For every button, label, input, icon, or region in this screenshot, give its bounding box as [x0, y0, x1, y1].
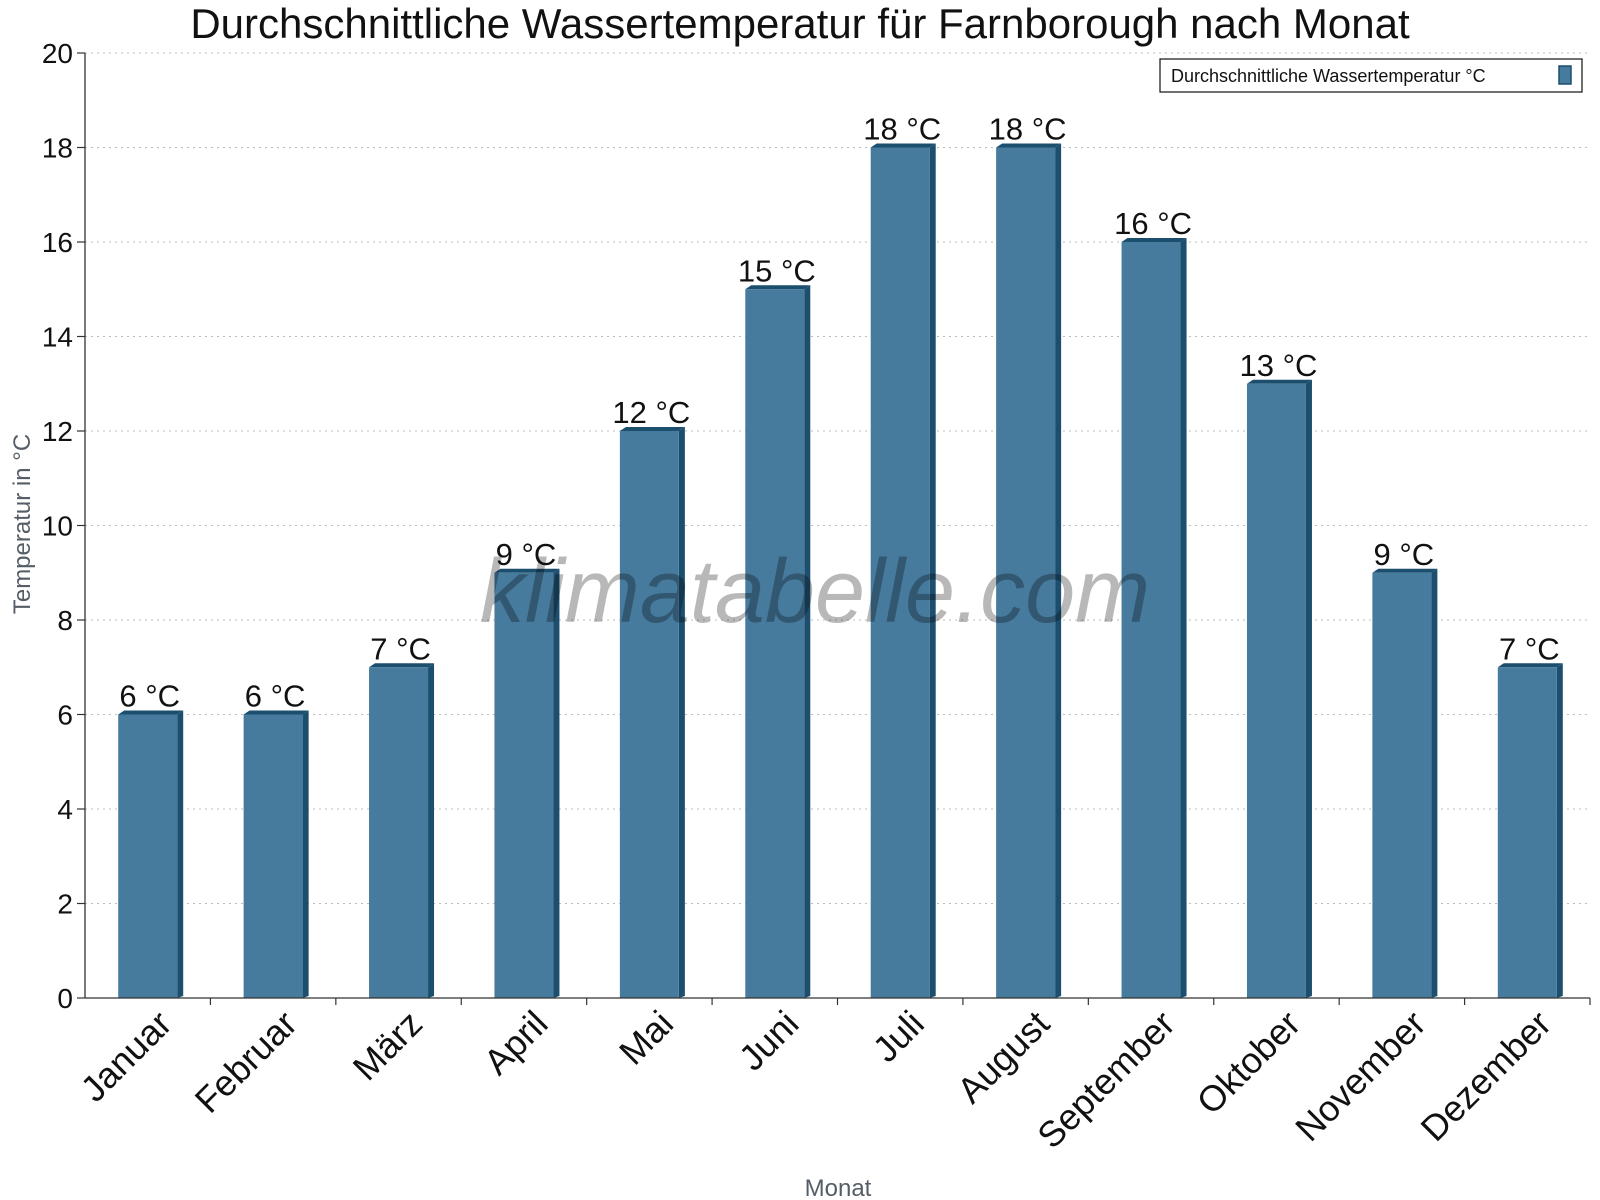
bar-side: [428, 663, 435, 998]
data-label: 9 °C: [496, 537, 557, 572]
x-axis-ticks: Januar Februar März April Mai Juni Juli AugustS…: [73, 1003, 1559, 1157]
bar-side: [1180, 238, 1187, 998]
x-tick-label: Januar: [73, 1003, 180, 1110]
bar-side: [678, 427, 685, 998]
bar-top: [870, 143, 936, 148]
bar-top: [369, 663, 435, 668]
y-tick-label: 14: [42, 322, 73, 353]
bar: [1246, 383, 1306, 998]
y-tick-label: 12: [42, 416, 73, 447]
data-labels: 6 °C 6 °C 7 °C 9 °C 12 °C 15 °C 18 °C 18 °C 16 °…: [119, 112, 1559, 714]
data-label: 18 °C: [863, 112, 941, 147]
y-axis-ticks: 0 2 4 6 8 10 12 14 16 18 20: [42, 38, 85, 1014]
y-tick-label: 0: [57, 983, 73, 1014]
x-tick-label: September: [1029, 1003, 1183, 1157]
bar: [243, 714, 303, 998]
y-tick-label: 18: [42, 133, 73, 164]
data-label: 15 °C: [738, 253, 816, 288]
bar-top: [1121, 238, 1187, 242]
y-tick-label: 6: [57, 700, 73, 731]
bar: [619, 431, 679, 998]
bar-side: [804, 285, 811, 998]
y-tick-label: 8: [57, 605, 73, 636]
bar-top: [1246, 379, 1312, 384]
bar: [494, 572, 554, 998]
bars: [118, 143, 1563, 998]
y-tick-label: 2: [57, 889, 73, 920]
x-tick-label: August: [949, 1003, 1057, 1111]
bar: [870, 147, 930, 998]
y-tick-label: 4: [57, 794, 73, 825]
bar: [369, 667, 429, 998]
bar: [745, 289, 805, 998]
x-axis-label: Monat: [805, 1175, 872, 1200]
y-tick-label: 20: [42, 38, 73, 69]
data-label: 7 °C: [370, 631, 431, 666]
x-tick-label: Dezember: [1413, 1003, 1559, 1149]
watermark-text: klimatabelle.com: [480, 542, 1150, 642]
bar-side: [1055, 143, 1062, 998]
bar: [118, 714, 178, 998]
x-tick-label: Mai: [611, 1003, 681, 1073]
bar-side: [1431, 568, 1438, 998]
bar-top: [1372, 568, 1438, 573]
data-label: 6 °C: [119, 679, 180, 714]
data-label: 13 °C: [1240, 348, 1318, 383]
grid-lines: [85, 52, 1590, 904]
x-tick-label: Juni: [731, 1003, 807, 1079]
bar-top: [118, 710, 184, 715]
bar-side: [553, 568, 560, 998]
bar: [1121, 242, 1181, 998]
bar: [1497, 667, 1557, 998]
axes: [84, 53, 1591, 1005]
bar-top: [243, 710, 309, 715]
data-label: 7 °C: [1499, 631, 1560, 666]
data-label: 18 °C: [989, 112, 1067, 147]
legend: Durchschnittliche Wassertemperatur °C: [1159, 58, 1583, 93]
bar-side: [1305, 379, 1312, 998]
x-tick-label: Oktober: [1189, 1003, 1309, 1123]
bar-side: [1556, 663, 1563, 998]
x-tick-label: April: [476, 1003, 556, 1083]
bar-side: [302, 710, 309, 998]
legend-box: [1159, 58, 1583, 93]
bar-side: [177, 710, 184, 998]
bar-top: [996, 143, 1062, 148]
bar-top: [494, 568, 560, 573]
data-label: 6 °C: [245, 679, 306, 714]
legend-label: Durchschnittliche Wassertemperatur °C: [1171, 66, 1486, 86]
bar: [996, 147, 1056, 998]
x-tick-label: Juli: [865, 1003, 932, 1070]
y-tick-label: 10: [42, 511, 73, 542]
y-tick-label: 16: [42, 227, 73, 258]
data-label: 12 °C: [612, 395, 690, 430]
bar-top: [1497, 663, 1563, 668]
data-label: 9 °C: [1374, 537, 1435, 572]
bar: [1372, 572, 1432, 998]
x-tick-label: Februar: [187, 1003, 305, 1121]
data-label: 16 °C: [1114, 206, 1192, 241]
bar-top: [745, 285, 811, 290]
x-tick-label: November: [1287, 1003, 1433, 1149]
legend-swatch: [1558, 65, 1572, 85]
chart-title: Durchschnittliche Wassertemperatur für F…: [190, 0, 1410, 47]
bar-side: [929, 143, 936, 998]
y-axis-label: Temperatur in °C: [9, 434, 36, 614]
x-tick-label: März: [345, 1003, 431, 1089]
bar-top: [619, 427, 685, 431]
